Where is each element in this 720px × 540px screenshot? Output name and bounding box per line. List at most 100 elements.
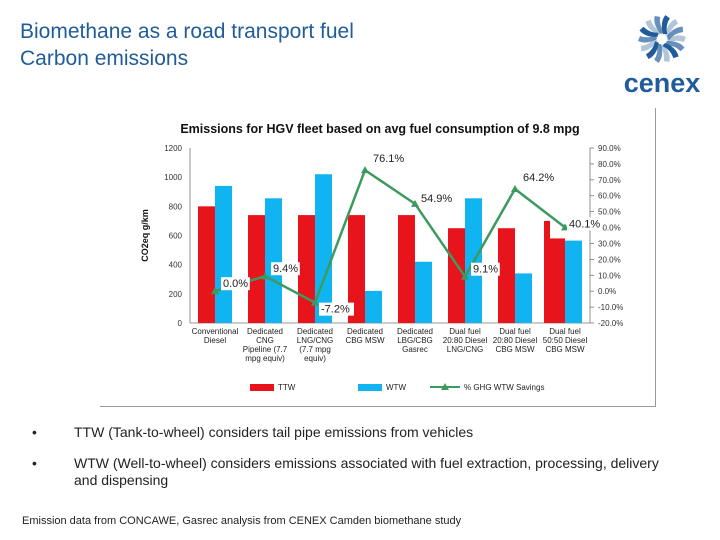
savings-point	[261, 272, 269, 280]
savings-data-label: 54.9%	[421, 193, 452, 205]
savings-data-label: 76.1%	[373, 153, 404, 165]
y-tick-label: 200	[169, 290, 183, 299]
y2-tick-label: 80.0%	[598, 160, 621, 169]
category-label: CBG MSW	[345, 336, 385, 345]
bullet-marker: •	[32, 424, 37, 440]
category-label: 50:50 Diesel	[543, 336, 588, 345]
y2-tick-label: 40.0%	[598, 224, 621, 233]
logo-swirl-segment	[638, 35, 657, 43]
logo-swirl-segment	[639, 26, 659, 37]
logo-swirl-segment	[667, 35, 686, 43]
logo-swirl-segment	[640, 37, 658, 52]
bar-ttw	[298, 215, 315, 323]
category-label: equiv)	[304, 354, 326, 363]
bar-wtw	[265, 198, 282, 323]
cenex-logo-mark: cenex	[624, 15, 700, 98]
category-label: LNG/CNG	[297, 336, 333, 345]
title-line-1: Biomethane as a road transport fuel	[20, 20, 354, 43]
category-label: Pipeline (7.7	[243, 345, 288, 354]
y2-tick-label: 10.0%	[598, 271, 621, 280]
y2-tick-label: -10.0%	[598, 303, 623, 312]
logo-swirl-segment	[659, 43, 670, 62]
savings-data-label: 9.1%	[473, 264, 498, 276]
y2-tick-label: -20.0%	[598, 319, 623, 328]
chart-container: Emissions for HGV fleet based on avg fue…	[100, 108, 656, 407]
legend-swatch-ttw	[250, 384, 274, 391]
savings-data-label: 0.0%	[223, 278, 248, 290]
chart-title: Emissions for HGV fleet based on avg fue…	[180, 122, 579, 136]
bullet-text: TTW (Tank-to-wheel) considers tail pipe …	[74, 424, 474, 440]
category-label: Gasrec	[402, 345, 428, 354]
bar-ttw	[398, 215, 415, 323]
category-label: Conventional	[192, 327, 239, 336]
cenex-logo: cenex	[612, 6, 712, 102]
y-tick-label: 1000	[164, 173, 182, 182]
bar-wtw	[215, 185, 232, 323]
category-label: Dedicated	[247, 327, 283, 336]
bar-ttw	[548, 238, 565, 323]
legend-label-ttw: TTW	[278, 383, 296, 392]
savings-label-bg	[371, 152, 406, 166]
category-label: Dedicated	[347, 327, 383, 336]
y2-tick-label: 30.0%	[598, 239, 621, 248]
bar-ttw-extra	[544, 220, 550, 323]
savings-line	[214, 168, 566, 305]
bullet-item-wtw: • WTW (Well-to-wheel) considers emission…	[30, 455, 670, 489]
savings-label-bg	[567, 217, 602, 231]
savings-point	[361, 166, 369, 174]
bar-wtw	[415, 261, 432, 323]
source-note: Emission data from CONCAWE, Gasrec analy…	[22, 515, 462, 527]
category-label: LBG/CBG	[397, 336, 433, 345]
category-label: CBG MSW	[545, 345, 585, 354]
savings-label-bg	[271, 262, 300, 276]
y-axis-label: CO2eq g/km	[140, 209, 150, 262]
slide-title: Biomethane as a road transport fuel Carb…	[20, 18, 354, 72]
y2-tick-label: 60.0%	[598, 192, 621, 201]
bar-wtw	[315, 174, 332, 323]
y-tick-label: 800	[169, 202, 183, 211]
bar-ttw	[348, 215, 365, 323]
savings-data-label: 9.4%	[273, 263, 298, 275]
bar-wtw	[365, 290, 382, 323]
bar-wtw	[565, 240, 582, 323]
y-tick-label: 600	[169, 232, 183, 241]
logo-swirl-segment	[666, 26, 684, 41]
category-label: CBG MSW	[495, 345, 535, 354]
category-label: Dual fuel	[449, 327, 481, 336]
savings-point	[211, 287, 219, 295]
bar-wtw	[515, 273, 532, 323]
legend-swatch-wtw	[358, 384, 382, 391]
y2-tick-label: 70.0%	[598, 176, 621, 185]
savings-label-bg	[521, 171, 556, 185]
logo-swirl-segment	[654, 16, 665, 35]
emissions-chart: Emissions for HGV fleet based on avg fue…	[140, 122, 623, 392]
savings-label-bg	[221, 277, 250, 291]
bar-ttw	[198, 206, 215, 323]
bar-ttw	[498, 228, 515, 323]
logo-swirl-segment	[665, 18, 679, 37]
bullet-list: • TTW (Tank-to-wheel) considers tail pip…	[30, 424, 670, 503]
y2-tick-label: 50.0%	[598, 208, 621, 217]
savings-label-bg	[471, 262, 500, 276]
logo-swirl-segment	[661, 15, 670, 35]
savings-label-bg	[419, 191, 454, 205]
legend-marker-savings	[441, 383, 449, 390]
category-label: CNG	[256, 336, 274, 345]
logo-swirl-segment	[645, 41, 659, 60]
bar-ttw	[248, 215, 265, 323]
logo-swirl-segment	[654, 43, 663, 63]
y-tick-label: 0	[178, 319, 183, 328]
logo-swirl-segment	[665, 41, 685, 52]
legend-label-savings: % GHG WTW Savings	[464, 383, 544, 392]
category-label: Dual fuel	[499, 327, 531, 336]
bullet-marker: •	[32, 455, 37, 471]
savings-point	[311, 298, 319, 306]
y2-tick-label: 0.0%	[598, 287, 616, 296]
category-label: Dual fuel	[549, 327, 581, 336]
y2-tick-label: 90.0%	[598, 144, 621, 153]
savings-point	[461, 272, 469, 280]
y2-tick-label: 20.0%	[598, 255, 621, 264]
category-label: 20:80 Diesel	[493, 336, 538, 345]
savings-point	[411, 199, 419, 207]
legend-label-wtw: WTW	[386, 383, 406, 392]
